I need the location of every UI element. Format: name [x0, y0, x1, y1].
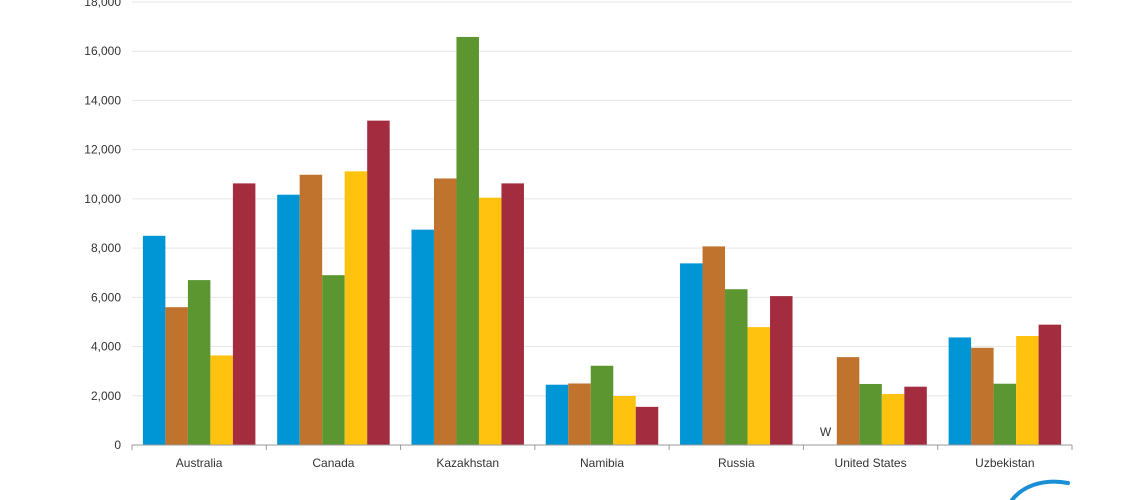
bar-australia-series-2	[165, 307, 188, 445]
bar-russia-series-1	[680, 263, 703, 445]
y-tick-label: 12,000	[84, 143, 121, 157]
swoosh-logo-icon	[1010, 479, 1070, 500]
bar-united-states-series-5	[904, 386, 927, 445]
bar-canada-series-1	[277, 194, 300, 445]
y-tick-label: 8,000	[91, 241, 121, 255]
gridlines	[132, 1, 1072, 397]
bar-canada-series-4	[344, 171, 368, 445]
bar-russia-series-5	[770, 296, 793, 445]
bar-kazakhstan-series-1	[411, 229, 434, 445]
bar-namibia-series-5	[635, 406, 659, 445]
y-tick-label: 6,000	[91, 290, 121, 304]
bar-russia-series-3	[725, 289, 748, 445]
x-tick-label: United States	[835, 456, 907, 470]
bar-canada-series-3	[322, 275, 345, 445]
bar-russia-series-4	[747, 327, 771, 445]
bar-united-states-series-4	[881, 394, 905, 445]
bar-uzbekistan-series-2	[971, 347, 994, 445]
x-tick-label: Kazakhstan	[436, 456, 499, 470]
y-tick-label: 16,000	[84, 44, 121, 58]
x-tick-label: Australia	[176, 456, 223, 470]
labels: 0 2,000 4,000 6,000 8,000 10,000 12,000 14,000 1…	[84, 0, 1034, 470]
bar-uzbekistan-series-5	[1038, 324, 1062, 445]
bar-uzbekistan-series-3	[993, 383, 1017, 445]
bar-australia-series-1	[142, 235, 166, 445]
bar-uzbekistan-series-4	[1016, 335, 1039, 445]
bar-canada-series-5	[367, 120, 390, 446]
bar-kazakhstan-series-2	[433, 178, 457, 445]
y-tick-label: 0	[114, 438, 121, 452]
y-tick-label: 18,000	[84, 0, 121, 9]
bar-russia-series-2	[702, 246, 726, 445]
withheld-label: W	[820, 425, 832, 439]
bar-namibia-series-1	[545, 384, 569, 445]
bar-canada-series-2	[299, 174, 323, 445]
x-tick-label: Namibia	[580, 456, 624, 470]
bar-kazakhstan-series-3	[456, 36, 479, 445]
bar-united-states-series-2	[836, 357, 860, 445]
bar-kazakhstan-series-5	[501, 183, 524, 445]
bars	[142, 36, 1062, 446]
bar-australia-series-5	[232, 183, 256, 445]
x-tick-label: Uzbekistan	[975, 456, 1034, 470]
y-tick-label: 10,000	[84, 192, 121, 206]
y-tick-label: 2,000	[91, 389, 121, 403]
bar-australia-series-3	[187, 280, 211, 445]
bar-united-states-series-3	[859, 383, 882, 445]
bar-namibia-series-2	[568, 383, 591, 445]
bar-uzbekistan-series-1	[948, 337, 972, 445]
bar-kazakhstan-series-4	[478, 197, 502, 445]
bar-namibia-series-4	[613, 396, 636, 445]
axes	[131, 444, 1073, 450]
y-tick-label: 14,000	[84, 93, 121, 107]
x-tick-label: Russia	[718, 456, 755, 470]
y-tick-label: 4,000	[91, 340, 121, 354]
bar-australia-series-4	[210, 355, 233, 445]
x-tick-label: Canada	[312, 456, 354, 470]
bar-namibia-series-3	[590, 365, 614, 445]
